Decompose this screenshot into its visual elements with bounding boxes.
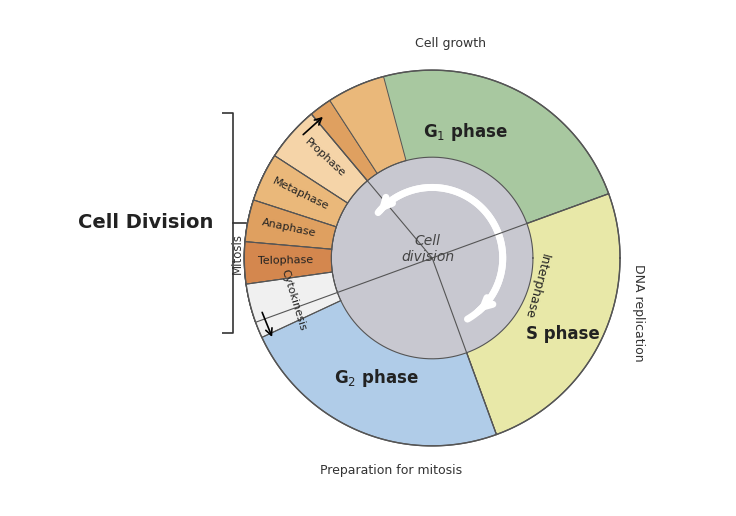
Text: G$_2$ phase: G$_2$ phase: [333, 367, 419, 390]
Text: Interphase: Interphase: [522, 252, 551, 320]
Text: DNA replication: DNA replication: [632, 264, 645, 362]
Text: Preparation for mitosis: Preparation for mitosis: [320, 464, 462, 477]
Polygon shape: [244, 114, 432, 322]
Text: Cytokinesis: Cytokinesis: [280, 268, 308, 332]
Polygon shape: [331, 181, 432, 293]
Circle shape: [386, 212, 478, 304]
Polygon shape: [337, 223, 533, 359]
Text: Metaphase: Metaphase: [271, 176, 330, 212]
Text: Cell
division: Cell division: [401, 234, 454, 264]
Polygon shape: [244, 114, 432, 322]
Text: Cell growth: Cell growth: [415, 37, 486, 50]
Polygon shape: [275, 114, 367, 203]
Polygon shape: [331, 181, 432, 293]
Text: G$_1$ phase: G$_1$ phase: [423, 121, 509, 143]
Polygon shape: [337, 157, 533, 359]
Circle shape: [341, 166, 524, 350]
Polygon shape: [262, 132, 357, 215]
Text: S phase: S phase: [526, 325, 600, 343]
Text: Mitosis: Mitosis: [230, 233, 244, 274]
Polygon shape: [432, 194, 620, 434]
Text: Cell Division: Cell Division: [78, 214, 213, 232]
Text: Telophase: Telophase: [258, 255, 314, 266]
Polygon shape: [244, 241, 333, 284]
Polygon shape: [292, 101, 378, 190]
Polygon shape: [330, 76, 406, 173]
Polygon shape: [244, 179, 341, 322]
Polygon shape: [311, 70, 609, 258]
Text: Prophase: Prophase: [302, 137, 347, 179]
Text: Anaphase: Anaphase: [261, 217, 316, 238]
Polygon shape: [245, 200, 336, 249]
Polygon shape: [255, 258, 496, 446]
Polygon shape: [253, 156, 347, 227]
Polygon shape: [246, 272, 341, 337]
